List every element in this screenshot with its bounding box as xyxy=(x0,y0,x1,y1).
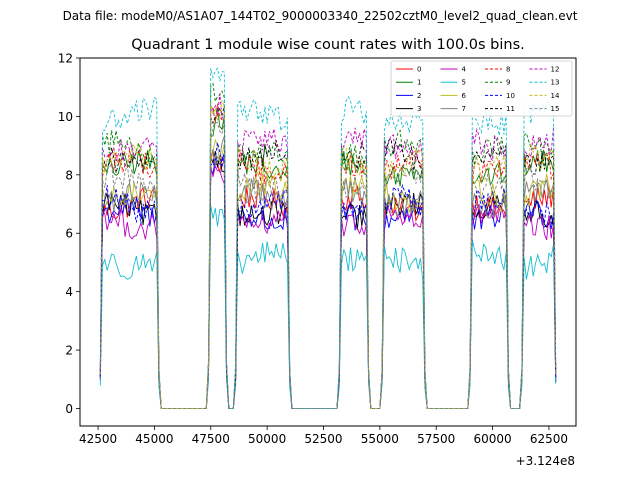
legend-label-2: 2 xyxy=(417,92,421,100)
x-axis: 42500 45000 47500 50000 52500 55000 57500 60000… xyxy=(79,426,568,446)
y-tick-label: 4 xyxy=(65,285,73,299)
x-tick-label: 55000 xyxy=(361,432,399,446)
legend-label-4: 4 xyxy=(462,66,467,74)
x-tick-label: 57500 xyxy=(417,432,455,446)
legend-label-10: 10 xyxy=(506,92,515,100)
x-offset-label: +3.124e8 xyxy=(516,454,575,468)
figure-suptitle: Data file: modeM0/AS1A07_144T02_90000033… xyxy=(63,9,578,23)
legend-label-5: 5 xyxy=(462,79,466,87)
y-axis: 0 2 4 6 8 10 12 xyxy=(58,52,80,416)
series-layer xyxy=(99,67,557,409)
y-tick-label: 10 xyxy=(58,110,73,124)
legend-label-1: 1 xyxy=(417,79,421,87)
y-tick-label: 8 xyxy=(65,168,73,182)
legend-label-8: 8 xyxy=(506,66,510,74)
legend-label-7: 7 xyxy=(462,105,466,113)
legend-label-9: 9 xyxy=(506,79,510,87)
y-tick-label: 0 xyxy=(65,402,73,416)
y-tick-label: 2 xyxy=(65,344,73,358)
legend-label-6: 6 xyxy=(462,92,467,100)
y-tick-label: 6 xyxy=(65,227,73,241)
y-tick-label: 12 xyxy=(58,52,73,66)
legend-label-13: 13 xyxy=(551,79,560,87)
x-tick-label: 42500 xyxy=(79,432,117,446)
legend-label-12: 12 xyxy=(551,66,560,74)
x-tick-label: 62500 xyxy=(530,432,568,446)
legend-box xyxy=(390,60,573,117)
legend-label-3: 3 xyxy=(417,105,421,113)
x-tick-label: 47500 xyxy=(192,432,230,446)
legend-label-14: 14 xyxy=(551,92,560,100)
series-line-15 xyxy=(99,120,557,409)
chart-title: Quadrant 1 module wise count rates with … xyxy=(131,37,525,53)
legend-label-11: 11 xyxy=(506,105,515,113)
x-tick-label: 52500 xyxy=(304,432,342,446)
x-tick-label: 50000 xyxy=(248,432,286,446)
legend-label-0: 0 xyxy=(417,66,421,74)
plot-frame xyxy=(79,57,577,427)
x-tick-label: 60000 xyxy=(473,432,511,446)
legend-label-15: 15 xyxy=(551,105,560,113)
x-tick-label: 45000 xyxy=(135,432,173,446)
plot-area: 42500 45000 47500 50000 52500 55000 57500 60000… xyxy=(58,52,577,468)
